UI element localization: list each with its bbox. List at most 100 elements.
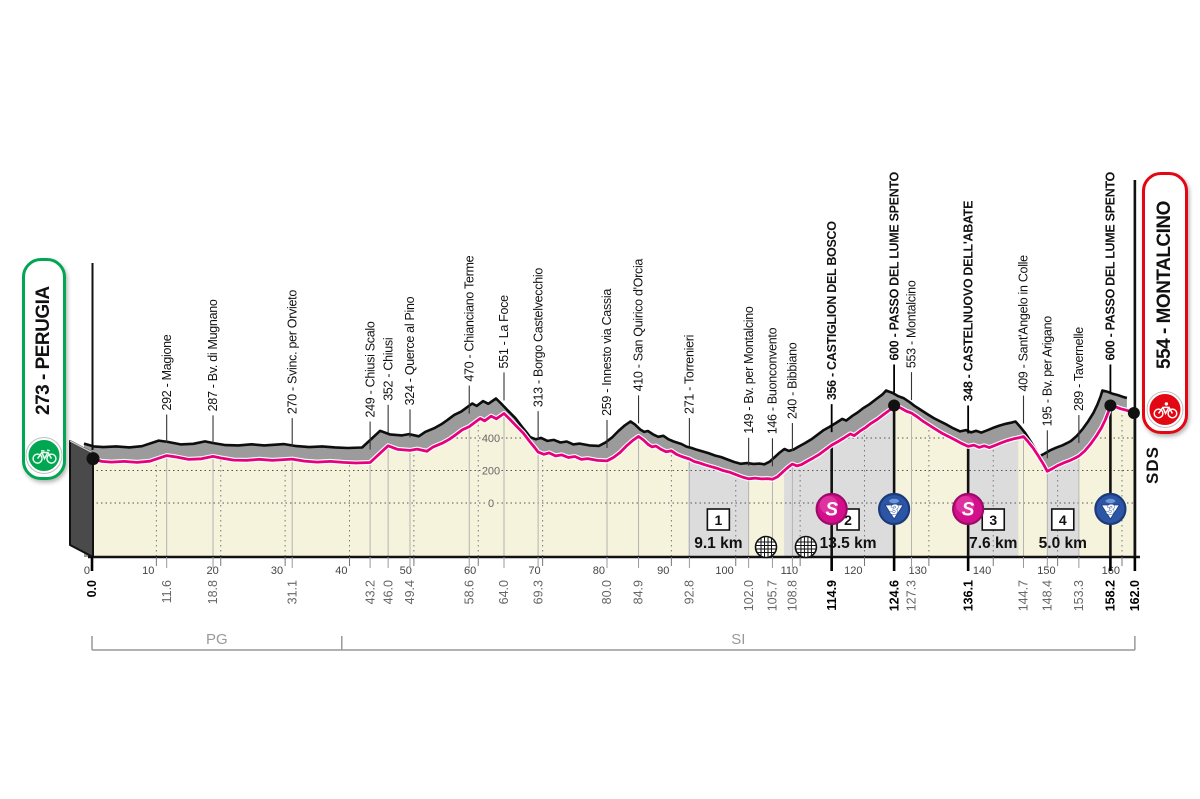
waypoint-label: 287 - Bv. di Mugnano [206,299,220,411]
sprint-badge: S [815,492,848,526]
km-value: 136.1 [961,580,975,611]
km-tick-label: 0 [84,565,90,577]
km-value: 0.0 [85,580,99,597]
kom-badge-number: 3 [890,502,899,519]
waypoint-label: 356 - CASTIGLION DEL BOSCO [825,221,839,400]
sector-length: 13.5 km [820,535,877,552]
waypoint-label: 249 - Chiusi Scalo [363,321,377,417]
sector-number-box [706,508,731,531]
km-tick-label: 40 [335,565,347,577]
km-value: 124.6 [887,580,901,611]
km-value: 31.1 [285,580,299,604]
railway-crossing-icon [794,535,818,559]
finish-bike-icon [1147,392,1183,427]
sector-number: 3 [989,512,997,528]
sector-number-box [981,508,1006,531]
waypoint-label: 289 - Tavernelle [1072,327,1086,411]
sprint-badge-letter: S [825,500,838,521]
sector-length: 5.0 km [1039,535,1087,552]
summit-dot [1104,399,1117,412]
km-value: 58.6 [462,580,476,604]
sector-length: 7.6 km [969,535,1017,552]
start-bike-icon [26,438,62,473]
kom-badge-number: 3 [1106,502,1115,519]
km-value: 144.7 [1017,580,1031,611]
waypoint-label: 195 - Bv. per Arigano [1041,316,1055,427]
waypoint-label: 470 - Chianciano Terme [462,255,476,381]
km-tick-label: 90 [657,565,669,577]
elevation-axis-label: 400 [482,433,500,445]
km-value: 153.3 [1072,580,1086,611]
waypoint-label: 409 - Sant'Angelo in Colle [1017,255,1031,392]
km-value: 43.2 [363,580,377,604]
waypoint-label: 271 - Torrenieri [683,335,697,414]
waypoint-label: 410 - San Quirico d'Orcia [632,259,646,392]
waypoint-label: 600 - PASSO DEL LUME SPENTO [887,171,901,360]
km-tick-label: 150 [1037,565,1055,577]
elevation-axis-label: 200 [482,466,500,478]
km-value: 11.6 [160,580,174,603]
waypoint-label: 348 - CASTELNUOVO DELL'ABATE [961,201,975,402]
km-value: 92.8 [683,580,697,604]
sector-number: 1 [714,512,722,528]
km-value: 80.0 [600,580,614,604]
km-tick-label: 10 [142,565,154,577]
waypoint-label: 600 - PASSO DEL LUME SPENTO [1104,171,1118,360]
waypoint-label: 270 - Svinc. per Orvieto [285,290,299,414]
waypoint-label: 149 - Bv. per Montalcino [742,306,756,434]
summit-dot [888,399,901,412]
km-tick-label: 110 [781,565,799,577]
sector-number: 4 [1059,512,1067,528]
km-value: 148.4 [1041,580,1055,611]
waypoint-label: 352 - Chiusi [381,338,395,401]
waypoint-label: 240 - Bibbiano [786,342,800,419]
km-value: 105.7 [766,580,780,611]
waypoint-label: 553 - Montalcino [905,280,919,368]
km-tick-label: 80 [593,565,605,577]
km-value: 102.0 [742,580,756,611]
profile-line [91,404,1136,481]
province-label-si: SI [731,631,745,648]
province-label-pg: PG [206,631,228,648]
km-value: 64.0 [497,580,511,604]
start-block-edge [69,440,94,454]
sprint-badge: S [952,492,985,526]
start-dot [86,452,100,466]
km-value: 108.8 [786,580,800,611]
waypoint-label: 146 - Buonconvento [766,327,780,434]
sector-length: 9.1 km [694,535,742,552]
km-value: 127.3 [905,580,919,611]
finish-label: 554 - MONTALCINO [1154,201,1175,369]
waypoint-label: 259 - Innesto via Cassia [600,289,614,416]
sprint-badge-letter: S [962,500,975,521]
sector-number-box [1050,508,1075,531]
km-tick-label: 20 [207,565,219,577]
km-tick-label: 30 [271,565,283,577]
waypoint-label: 292 - Magione [160,334,174,410]
waypoint-label: 313 - Borgo Castelvecchio [531,268,545,407]
finish-dot [1127,406,1140,419]
km-value: 162.0 [1128,580,1142,611]
profile-ridge-line [83,389,1128,466]
km-tick-label: 130 [909,565,927,577]
start-label: 273 - PERUGIA [33,286,54,416]
km-tick-label: 120 [844,565,862,577]
waypoint-label: 324 - Querce al Pino [403,296,417,405]
km-value: 46.0 [381,580,395,604]
km-tick-label: 70 [528,565,540,577]
km-value: 84.9 [632,580,646,604]
km-tick-label: 100 [715,565,733,577]
km-tick-label: 50 [400,565,412,577]
km-tick-label: 60 [464,565,476,577]
waypoint-label: 551 - La Foce [497,295,511,369]
km-tick-label: 140 [973,565,991,577]
kom-badge: 3 [878,492,911,526]
elevation-axis-label: 0 [488,498,494,510]
km-value: 69.3 [531,580,545,604]
signature-sds: SDS [1143,446,1162,484]
kom-badge: 3 [1094,492,1127,526]
km-value: 158.2 [1104,580,1118,611]
km-value: 114.9 [825,580,839,611]
